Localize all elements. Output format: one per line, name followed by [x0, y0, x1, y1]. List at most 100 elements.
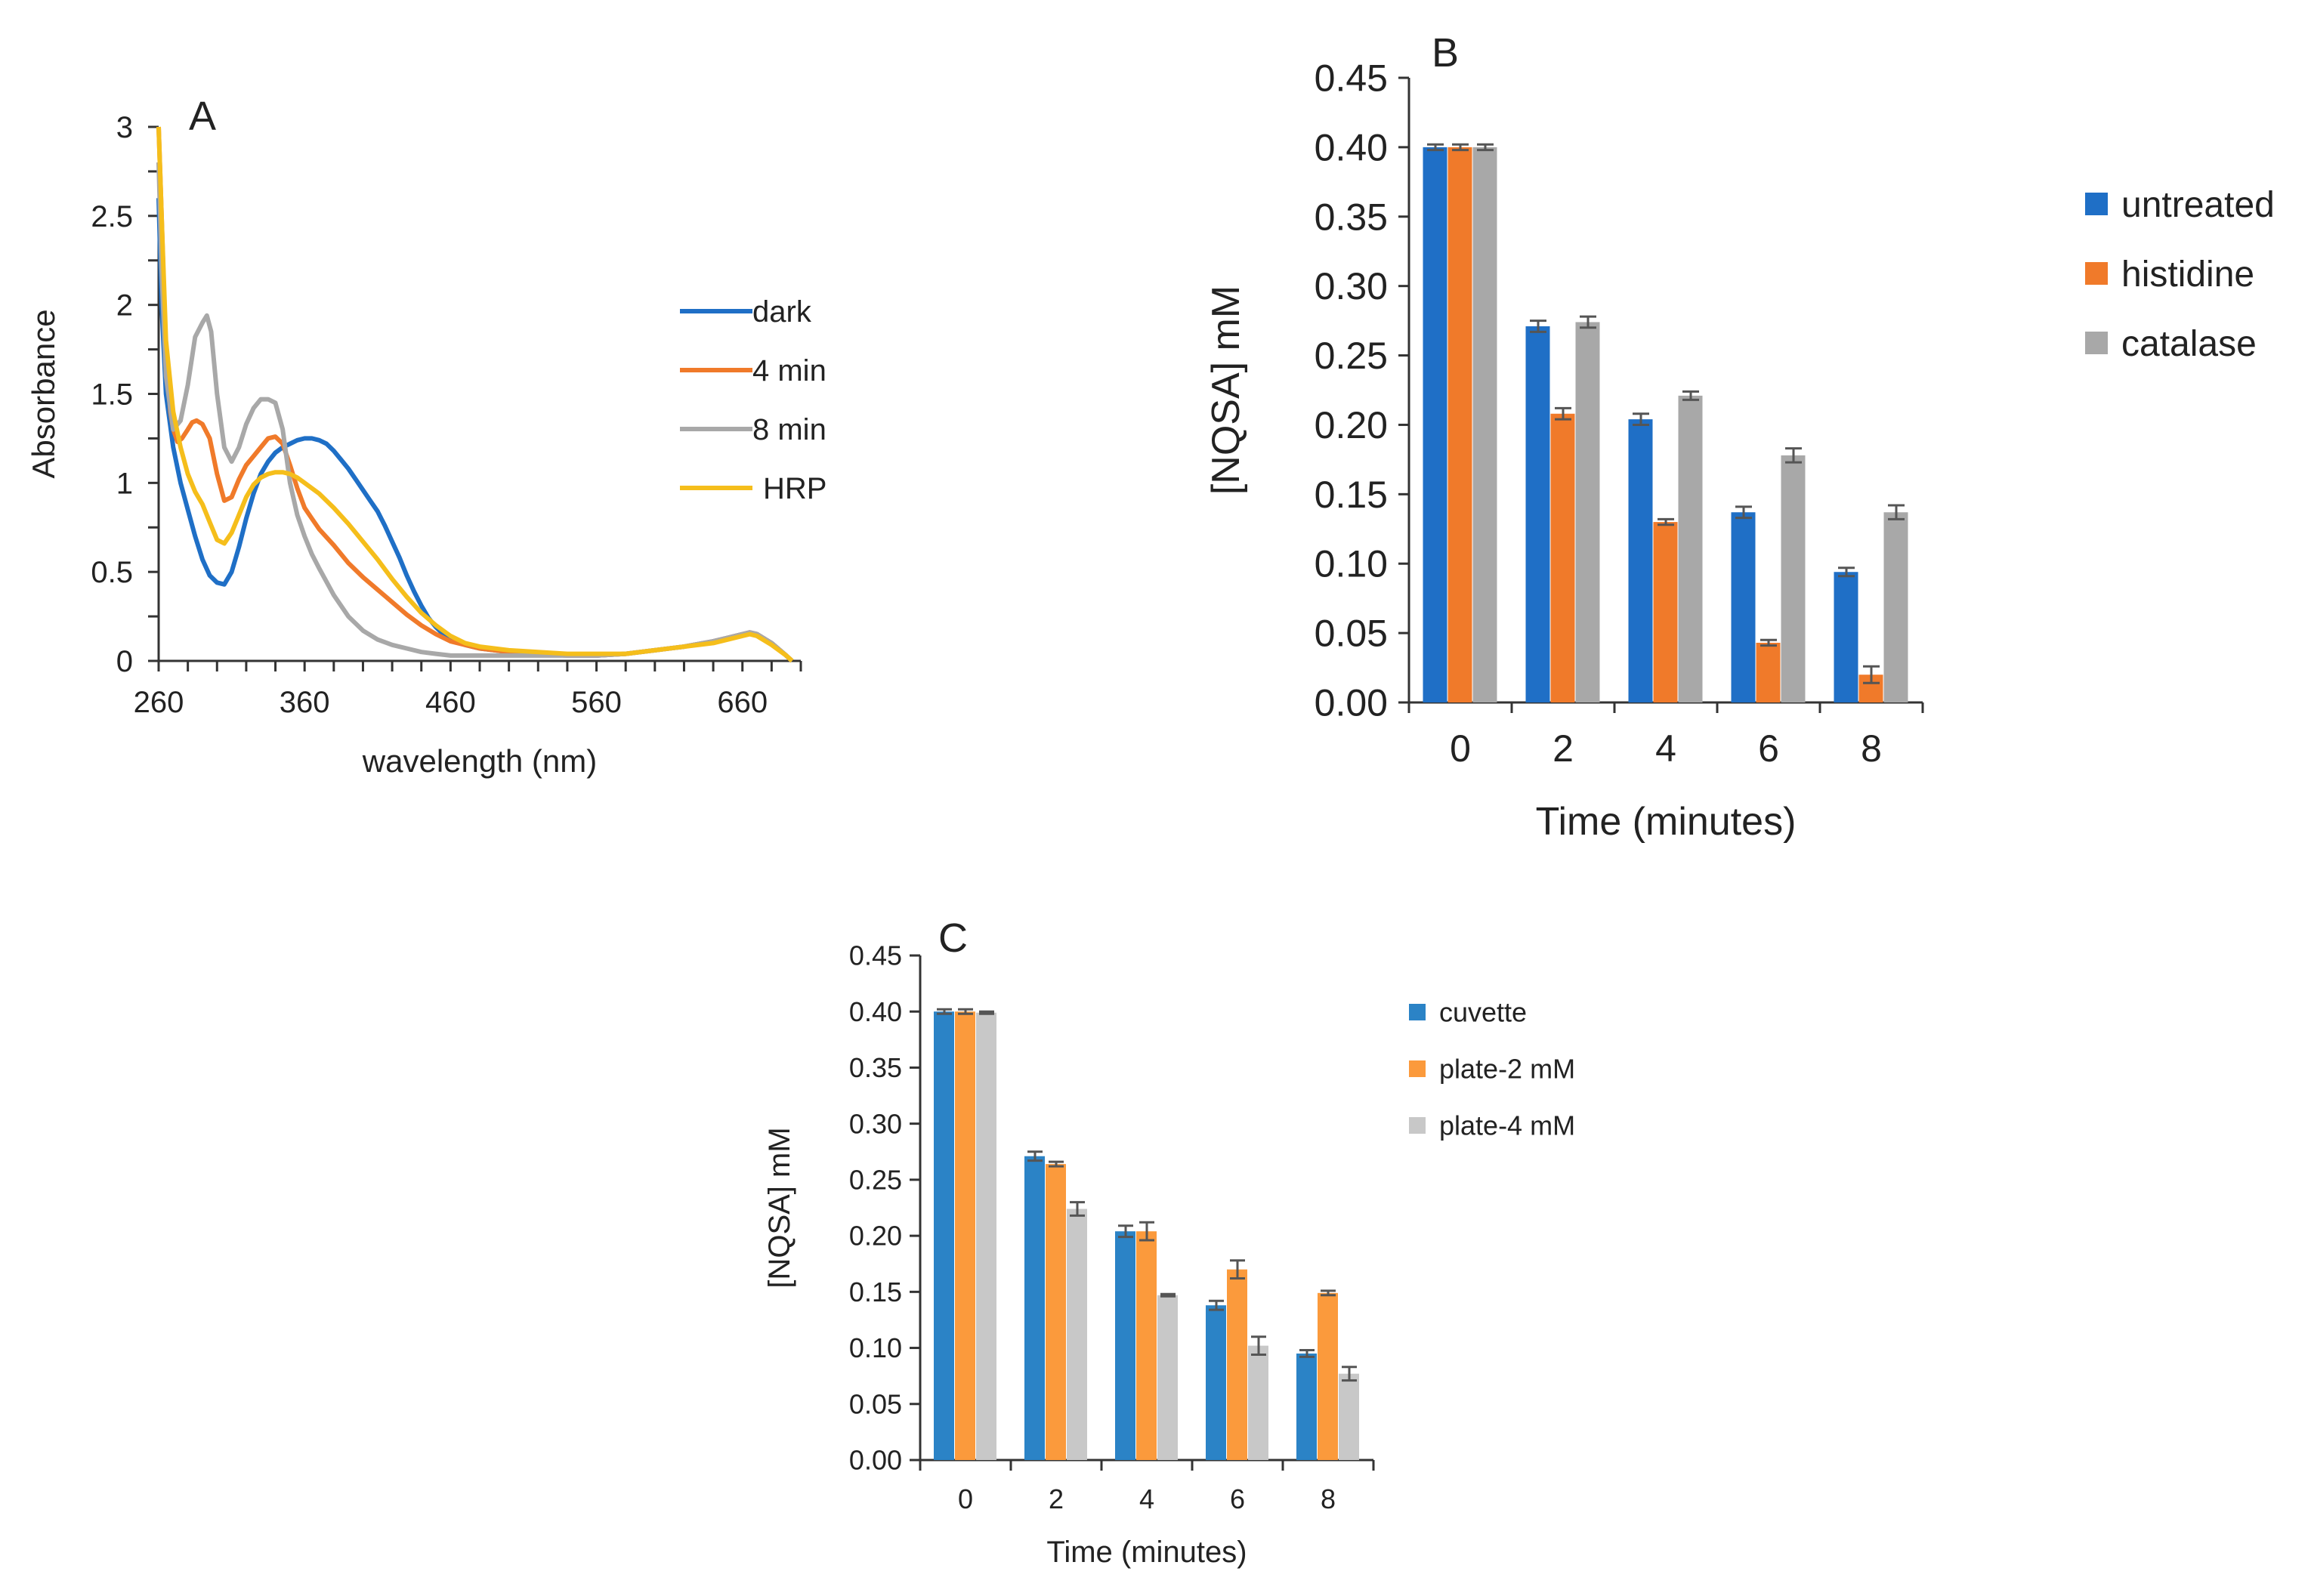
panel-c-error-bar — [1342, 1366, 1357, 1382]
panel-b-bar-histidine — [1756, 642, 1781, 702]
panel-b-error-bar — [1863, 665, 1880, 684]
panel-c-bar-cuvette — [934, 1011, 954, 1460]
panel-c-error-bar — [1118, 1224, 1133, 1239]
panel-b-y-tick-label: 0.35 — [1315, 196, 1388, 238]
panel-b-error-bar — [1580, 315, 1596, 329]
panel-c-bar-plate-2-mm — [1318, 1292, 1338, 1460]
panel-a-y-tick-label: 2 — [116, 289, 133, 323]
panel-c-bar-plate-2-mm — [955, 1011, 975, 1460]
panel-c-bar-plate-2-mm — [1136, 1231, 1157, 1460]
panel-b-legend-swatch — [2085, 193, 2108, 215]
panel-c-error-bar — [1049, 1160, 1064, 1168]
panel-c-y-tick-label: 0.45 — [849, 940, 902, 971]
panel-c-error-bar — [1251, 1335, 1266, 1356]
panel-b-error-bar — [1838, 566, 1855, 578]
panel-c-error-bar — [1321, 1289, 1336, 1297]
panel-c-error-bar — [979, 1010, 994, 1015]
panel-c-bar-cuvette — [1206, 1305, 1226, 1460]
panel-b-y-tick-label: 0.30 — [1315, 265, 1388, 307]
panel-c-bar-cuvette — [1115, 1231, 1135, 1460]
panel-b-legend-label: histidine — [2121, 255, 2254, 295]
panel-c-bar-plate-4-mm — [1339, 1373, 1359, 1460]
panel-b-bar-catalase — [1472, 147, 1497, 702]
panel-c-bar-plate-4-mm — [1248, 1345, 1268, 1460]
panel-c-error-bar — [1070, 1201, 1085, 1217]
panel-c-x-axis-label: Time (minutes) — [1046, 1536, 1247, 1569]
panel-b-error-bar — [1427, 143, 1444, 152]
panel-a-y-tick-label: 2.5 — [91, 200, 133, 233]
panel-c-error-bar — [1299, 1349, 1315, 1358]
panel-b-category-label: 4 — [1655, 727, 1676, 770]
panel-a-letter: A — [189, 94, 216, 139]
panel-c-nqsa-bar-chart: 0.00 0.05 0.10 0.15 0.20 0.25 0.30 0.35 0.40 0.45… — [763, 915, 1575, 1569]
panel-b-bar-untreated — [1525, 326, 1550, 702]
panel-c-y-axis-label: [NQSA] mM — [763, 1127, 796, 1288]
panel-c-legend-label: plate-2 mM — [1439, 1054, 1575, 1085]
panel-c-bar-plate-2-mm — [1046, 1164, 1066, 1460]
panel-a-x-tick-label: 460 — [425, 686, 476, 719]
panel-b-y-axis-label: [NQSA] mM — [1204, 286, 1248, 495]
panel-c-y-tick-label: 0.30 — [849, 1108, 902, 1139]
panel-b-category-label: 0 — [1450, 727, 1471, 770]
panel-c-category-label: 2 — [1049, 1483, 1064, 1514]
panel-b-y-tick-label: 0.45 — [1315, 57, 1388, 100]
panel-b-category-label: 8 — [1861, 727, 1882, 770]
panel-c-error-bar — [937, 1008, 952, 1015]
panel-c-y-tick-label: 0.00 — [849, 1445, 902, 1476]
panel-b-y-tick-label: 0.20 — [1315, 404, 1388, 446]
panel-c-category-label: 0 — [958, 1483, 973, 1514]
panel-a-absorbance-chart: 0 0.5 1 1.5 2 2.5 3 260 360 460 560 660 wavelength (… — [26, 94, 826, 779]
panel-c-legend-swatch — [1409, 1004, 1426, 1020]
panel-b-x-axis-label: Time (minutes) — [1536, 800, 1797, 844]
panel-c-error-bar — [1230, 1259, 1245, 1280]
panel-b-bar-untreated — [1731, 512, 1756, 702]
panel-c-error-bar — [1027, 1150, 1043, 1162]
panel-a-series-line-4-min — [156, 126, 794, 663]
panel-b-y-tick-label: 0.15 — [1315, 474, 1388, 516]
panel-a-legend-label: 8 min — [752, 413, 826, 446]
panel-a-x-axis-label: wavelength (nm) — [362, 743, 597, 779]
panel-a-legend-label: 4 min — [752, 354, 826, 387]
panel-c-y-tick-label: 0.10 — [849, 1332, 902, 1363]
panel-b-bar-histidine — [1447, 147, 1472, 702]
panel-c-y-tick-label: 0.40 — [849, 996, 902, 1027]
panel-a-y-tick-label: 0 — [116, 645, 133, 678]
panel-a-legend-label: HRP — [763, 472, 826, 505]
panel-c-bar-cuvette — [1296, 1353, 1317, 1460]
panel-a-series-line-8-min — [156, 162, 794, 663]
panel-c-bar-plate-4-mm — [1067, 1209, 1087, 1460]
panel-b-y-tick-label: 0.40 — [1315, 126, 1388, 168]
panel-b-legend-label: catalase — [2121, 324, 2257, 364]
panel-c-y-tick-label: 0.15 — [849, 1276, 902, 1307]
panel-c-legend-swatch — [1409, 1060, 1426, 1077]
panel-c-error-bar — [1139, 1221, 1154, 1242]
panel-b-error-bar — [1530, 320, 1546, 333]
panel-b-error-bar — [1785, 447, 1802, 464]
panel-c-bar-plate-4-mm — [1157, 1295, 1178, 1460]
panel-b-bar-untreated — [1423, 147, 1447, 702]
panel-c-y-tick-label: 0.25 — [849, 1164, 902, 1195]
panel-a-y-tick-label: 1 — [116, 467, 133, 500]
panel-c-legend-label: plate-4 mM — [1439, 1110, 1575, 1141]
panel-a-x-tick-label: 660 — [717, 686, 768, 719]
panel-b-y-tick-label: 0.05 — [1315, 613, 1388, 655]
panel-b-bar-catalase — [1781, 455, 1806, 702]
panel-c-legend-swatch — [1409, 1117, 1426, 1134]
panel-b-error-bar — [1682, 390, 1699, 401]
panel-c-category-label: 4 — [1139, 1483, 1154, 1514]
panel-a-x-tick-label: 360 — [280, 686, 330, 719]
panel-b-error-bar — [1633, 412, 1649, 426]
panel-b-error-bar — [1658, 517, 1674, 526]
panel-c-bar-plate-4-mm — [976, 1012, 996, 1460]
panel-a-x-tick-label: 260 — [134, 686, 184, 719]
panel-b-bar-catalase — [1883, 512, 1908, 702]
panel-b-error-bar — [1760, 638, 1777, 647]
panel-c-y-tick-label: 0.35 — [849, 1052, 902, 1083]
panel-b-error-bar — [1735, 505, 1752, 520]
panel-a-series-line-hrp — [156, 126, 794, 663]
panel-b-legend-swatch — [2085, 262, 2108, 285]
panel-c-letter: C — [938, 915, 968, 961]
panel-a-y-axis-label: Absorbance — [26, 309, 61, 478]
panel-c-error-bar — [1209, 1299, 1224, 1311]
